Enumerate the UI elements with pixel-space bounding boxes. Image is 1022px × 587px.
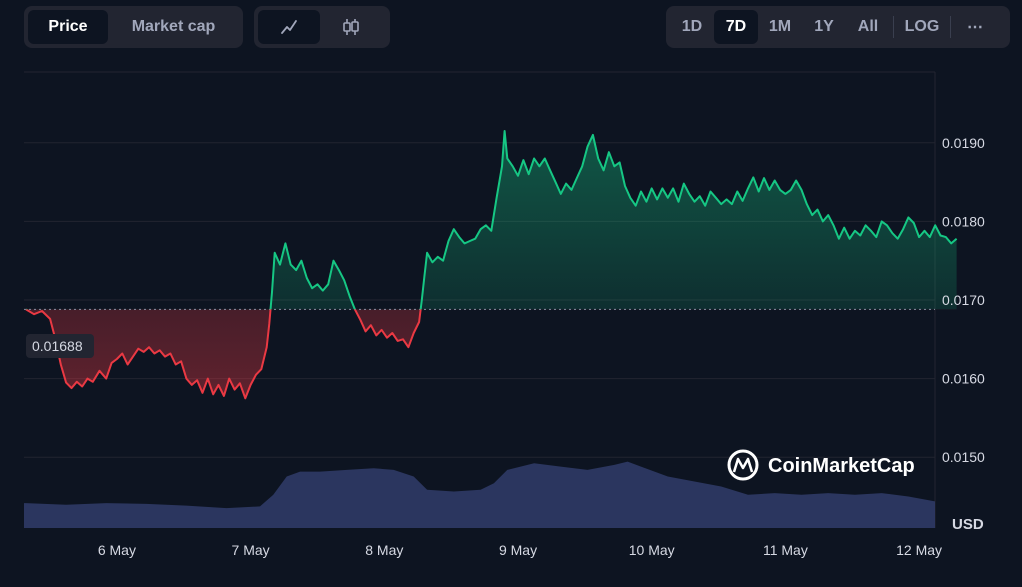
x-axis-labels: 6 May 7 May 8 May 9 May 10 May 11 May 12 May [98,542,942,558]
divider [950,16,951,38]
metric-toggle: Price Market cap [24,6,243,48]
y-axis-unit: USD [952,516,984,533]
y-tick-label: 0.0160 [942,371,985,387]
y-tick-label: 0.0180 [942,213,985,229]
price-line-up [25,130,958,310]
y-axis-labels: 0.0190 0.0180 0.0170 0.0160 0.0150 [942,135,985,465]
market-cap-tab[interactable]: Market cap [131,18,216,35]
candlestick-icon [343,19,359,35]
chart-type-toggle [254,6,390,48]
price-area-down [26,309,421,399]
x-tick-label: 8 May [365,542,403,558]
x-tick-label: 11 May [763,542,808,558]
candlestick-button[interactable] [320,10,382,44]
line-chart-button[interactable] [258,10,320,44]
baseline-price-label: 0.01688 [26,334,94,358]
y-tick-label: 0.0170 [942,292,985,308]
time-range-toggle: 1D 7D 1M 1Y All LOG ⋯ [666,6,1010,48]
x-tick-label: 9 May [499,542,537,558]
coinmarketcap-logo-icon [727,449,759,481]
log-scale-toggle[interactable]: LOG [904,18,940,35]
range-all-tab[interactable]: All [857,18,879,35]
coinmarketcap-watermark: CoinMarketCap [727,449,915,481]
x-tick-label: 7 May [232,542,270,558]
volume-bars [24,461,935,528]
y-tick-label: 0.0190 [942,135,985,151]
divider [893,16,894,38]
baseline-price-text: 0.01688 [32,338,83,354]
x-tick-label: 10 May [629,542,675,558]
price-tab[interactable]: Price [28,10,108,44]
range-1d-tab[interactable]: 1D [681,18,703,35]
more-options-button[interactable]: ⋯ [967,19,983,36]
x-tick-label: 6 May [98,542,136,558]
range-1y-tab[interactable]: 1Y [814,18,834,35]
line-chart-icon [281,20,297,34]
price-area [26,131,957,399]
x-tick-label: 12 May [896,542,942,558]
price-line [25,130,958,400]
price-area-up [26,131,957,310]
range-7d-tab[interactable]: 7D [714,10,758,44]
range-1m-tab[interactable]: 1M [768,18,792,35]
y-tick-label: 0.0150 [942,449,985,465]
watermark-text: CoinMarketCap [768,455,915,477]
price-line-down [25,309,422,400]
volume-area [24,461,935,528]
